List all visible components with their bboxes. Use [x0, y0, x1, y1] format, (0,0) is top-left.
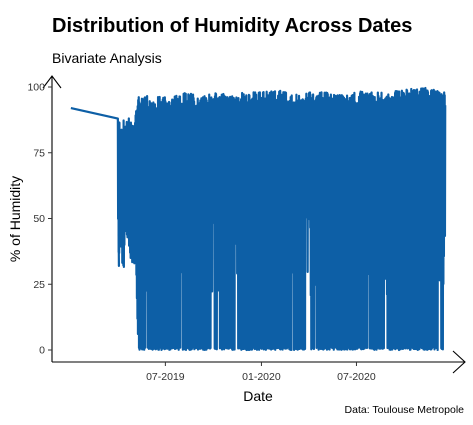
y-tick-label: 75 — [33, 147, 45, 159]
y-tick-label: 100 — [27, 82, 45, 94]
ticks-layer: 0 25 50 75 100 07-2019 01-2020 07-2020 — [27, 82, 375, 384]
chart-title: Distribution of Humidity Across Dates — [52, 15, 413, 37]
x-axis-title: Date — [243, 388, 273, 404]
y-tick-label: 25 — [33, 279, 45, 291]
y-tick-label: 50 — [33, 213, 45, 225]
y-axis-arrowhead — [42, 75, 62, 89]
x-tick-label: 01-2020 — [242, 371, 281, 383]
chart-caption: Data: Toulouse Metropole — [344, 404, 464, 416]
y-axis-title: % of Humidity — [7, 176, 23, 262]
x-axis-arrowhead — [452, 350, 466, 374]
y-tick-label: 0 — [39, 345, 45, 357]
x-tick-label: 07-2020 — [337, 371, 376, 383]
series-layer — [70, 86, 447, 352]
chart-subtitle: Bivariate Analysis — [52, 50, 162, 66]
x-tick-label: 07-2019 — [146, 371, 185, 383]
series-line-0 — [70, 86, 447, 352]
